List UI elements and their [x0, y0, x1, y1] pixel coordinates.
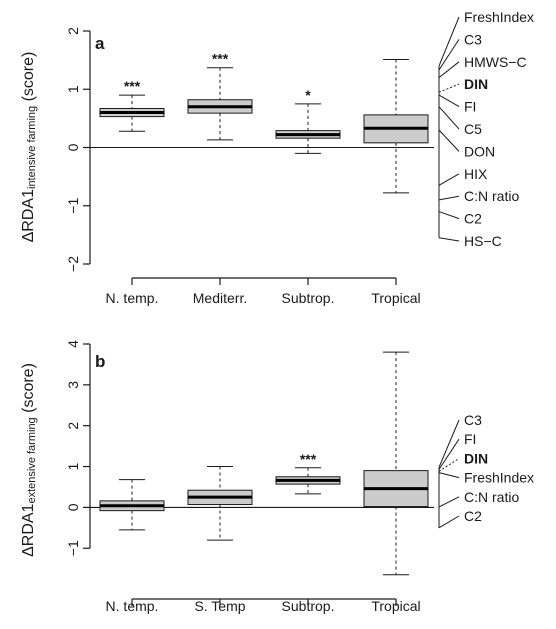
y-tick-label: 2 — [65, 422, 81, 430]
box-3: *** — [275, 451, 341, 495]
variable-connector — [438, 195, 460, 201]
y-tick-label: 0 — [65, 503, 81, 511]
variable-label: DON — [464, 143, 495, 159]
panel-label: b — [95, 352, 105, 371]
variable-connector — [438, 438, 460, 470]
variable-label: FreshIndex — [464, 470, 534, 486]
box-4 — [363, 59, 429, 194]
variable-connector — [438, 496, 460, 508]
significance-label: * — [305, 87, 311, 103]
variable-label: C3 — [464, 412, 482, 428]
y-axis-title-subscript: extensive farming — [26, 417, 38, 503]
y-axis-title-subscript: intensive farming — [26, 106, 38, 189]
variable-label: C5 — [464, 121, 482, 137]
box-1 — [99, 479, 165, 531]
y-tick-label: −1 — [65, 198, 81, 214]
variable-label: C:N ratio — [464, 489, 519, 505]
variable-label: DIN — [464, 450, 488, 466]
box-4 — [363, 351, 429, 576]
y-tick-label: 4 — [65, 340, 81, 348]
variable-label: C2 — [464, 211, 482, 227]
variable-connector — [438, 39, 460, 71]
y-axis-title: ΔRDA1extensive farming (score) — [20, 363, 39, 557]
variable-connector — [438, 16, 460, 67]
variable-connector — [438, 61, 460, 78]
panel-a: −2 −1 0 1 2 N. temp. Mediterr. Subtrop. Tropical… — [20, 9, 535, 306]
box-3: * — [275, 87, 341, 154]
panel-label: a — [95, 34, 105, 53]
x-category-label: Tropical — [371, 290, 420, 306]
variable-label: HS−C — [464, 233, 502, 249]
variable-connector — [438, 106, 460, 130]
box-1: *** — [99, 78, 165, 132]
y-tick-label: 1 — [65, 462, 81, 470]
x-category-label: N. temp. — [106, 290, 159, 306]
x-category-label: N. temp. — [106, 598, 159, 614]
y-axis-title-main: ΔRDA1 — [20, 189, 37, 242]
y-axis-title-suffix: (score) — [20, 52, 37, 106]
variable-connector — [438, 173, 460, 186]
variable-connector — [438, 83, 460, 93]
variable-label: FI — [464, 431, 476, 447]
variable-connector — [438, 211, 460, 220]
variable-connector — [438, 94, 460, 108]
y-tick-label: 2 — [65, 27, 81, 35]
y-tick-label: 0 — [65, 143, 81, 151]
significance-label: *** — [300, 451, 317, 467]
variable-label: DIN — [464, 76, 488, 92]
panel-b: −1 0 1 2 3 4 N. temp. S. Temp Subtrop. Tropical **… — [20, 340, 535, 614]
variable-connector — [438, 515, 460, 529]
x-category-label: Mediterr. — [193, 290, 247, 306]
y-axis-title: ΔRDA1intensive farming (score) — [20, 52, 39, 243]
variable-connector — [438, 472, 460, 479]
x-category-label: Tropical — [371, 598, 420, 614]
y-tick-label: 3 — [65, 381, 81, 389]
variable-connector — [438, 237, 460, 242]
variable-connector — [438, 129, 460, 152]
variable-label: FI — [464, 99, 476, 115]
y-axis-title-suffix: (score) — [20, 363, 37, 417]
variable-label: HIX — [464, 166, 488, 182]
box-2 — [187, 466, 253, 541]
x-category-label: Subtrop. — [282, 598, 335, 614]
y-tick-label: 1 — [65, 85, 81, 93]
significance-label: *** — [212, 51, 229, 67]
y-axis-title-main: ΔRDA1 — [20, 503, 37, 556]
y-tick-label: −2 — [65, 256, 81, 272]
box-2: *** — [187, 51, 253, 141]
x-category-label: S. Temp — [194, 598, 245, 614]
variable-label: C3 — [464, 31, 482, 47]
variable-label: C:N ratio — [464, 188, 519, 204]
significance-label: *** — [124, 78, 141, 94]
variable-label: FreshIndex — [464, 9, 534, 25]
variable-label: C2 — [464, 508, 482, 524]
variable-label: HMWS−C — [464, 54, 527, 70]
x-category-label: Subtrop. — [282, 290, 335, 306]
variable-connector — [438, 419, 460, 468]
y-tick-label: −1 — [65, 540, 81, 556]
